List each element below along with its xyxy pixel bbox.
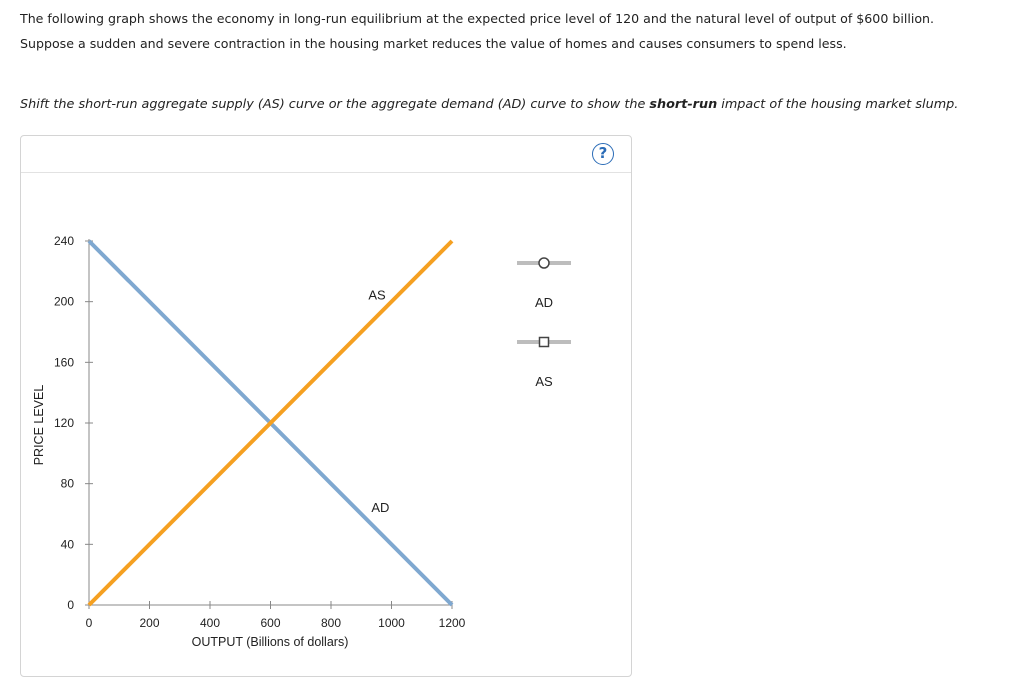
- problem-text: The following graph shows the economy in…: [20, 6, 1016, 56]
- as-curve-label: AS: [368, 288, 386, 303]
- y-tick-label: 240: [54, 234, 74, 248]
- ad-tool-label: AD: [535, 295, 553, 310]
- x-tick-label: 800: [321, 616, 341, 630]
- x-tick-label: 400: [200, 616, 220, 630]
- graph-panel-header: ?: [21, 136, 631, 173]
- intro-line-1: The following graph shows the economy in…: [20, 11, 935, 26]
- instruction-after: impact of the housing market slump.: [717, 97, 959, 112]
- instruction-text: Shift the short-run aggregate supply (AS…: [20, 97, 1020, 112]
- y-tick-label: 160: [54, 355, 74, 369]
- x-tick-label: 600: [260, 616, 280, 630]
- graph-panel: ?: [20, 135, 632, 677]
- y-tick-label: 40: [61, 537, 75, 551]
- ad-tool-circle-icon[interactable]: [538, 257, 550, 269]
- x-axis-title: OUTPUT (Billions of dollars): [192, 635, 349, 649]
- y-tick-label: 0: [67, 598, 74, 612]
- as-curve[interactable]: [87, 239, 454, 607]
- ad-curve-label: AD: [371, 500, 389, 515]
- instruction-before: Shift the short-run aggregate supply (AS…: [20, 97, 650, 112]
- y-axis-title: PRICE LEVEL: [32, 385, 46, 466]
- as-tool-label: AS: [535, 374, 553, 389]
- intro-line-2: Suppose a sudden and severe contraction …: [20, 36, 847, 51]
- help-icon[interactable]: ?: [592, 143, 614, 165]
- x-tick-label: 1200: [439, 616, 466, 630]
- as-tool-square-icon[interactable]: [538, 336, 550, 348]
- chart-svg: 0 40 80 120 160 200 240 0 200 400 600 800 1000 1200 OU…: [32, 234, 571, 649]
- x-tick-label: 1000: [378, 616, 405, 630]
- x-tick-label: 200: [139, 616, 159, 630]
- instruction-bold: short-run: [649, 97, 718, 112]
- y-tick-label: 200: [54, 295, 74, 309]
- x-tick-label: 0: [86, 616, 93, 630]
- y-tick-label: 120: [54, 416, 74, 430]
- y-tick-label: 80: [61, 477, 75, 491]
